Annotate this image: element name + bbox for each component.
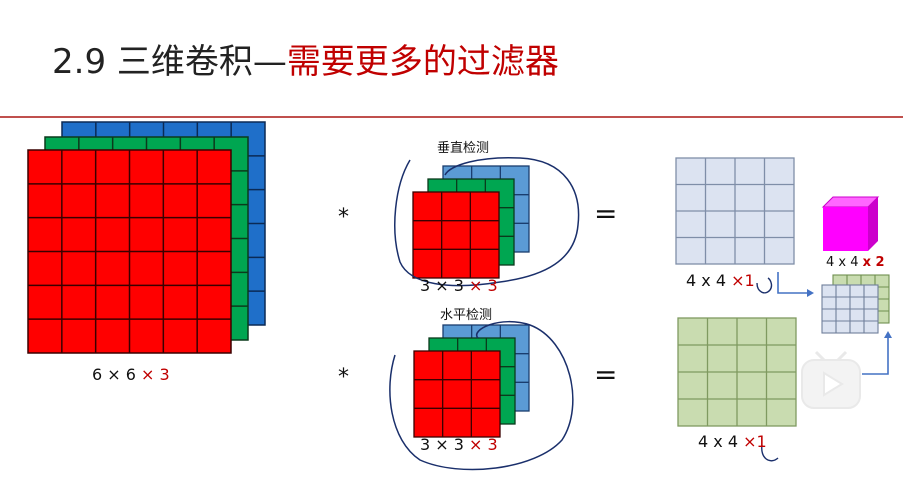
arrow-head-2 [884, 331, 892, 338]
input-label-prefix: 6 × 6 [92, 365, 136, 384]
convolution-operator-2: * [338, 365, 349, 390]
output1-grid [675, 157, 795, 265]
input-dimension-label: 6 × 6 × 3 [92, 365, 170, 384]
input-label-channels: × 3 [141, 365, 170, 384]
input-red-layer [27, 149, 232, 354]
horizontal-filter-dimension-label: 3 × 3 × 3 [420, 435, 498, 454]
title-highlight: 需要更多的过滤器 [286, 42, 559, 82]
arrow-output1-to-stack [777, 272, 807, 294]
title-prefix: 2.9 三维卷积— [52, 42, 287, 82]
vertical-filter-label-channels: × 3 [469, 276, 498, 295]
output1-label-channels: ×1 [731, 271, 755, 290]
grid-layer [27, 121, 890, 438]
stacked-output-dimension-label: 4 x 4 x 2 [826, 255, 885, 270]
horizontal-filter-label-channels: × 3 [469, 435, 498, 454]
stacked-output-front-layer [821, 284, 879, 334]
output2-grid [677, 317, 797, 427]
vertical-filter-red-layer [412, 191, 500, 279]
title-divider [0, 116, 903, 118]
magenta-cube [821, 196, 880, 251]
convolution-operator-1: * [338, 205, 349, 230]
play-watermark-icon [801, 350, 861, 409]
vertical-filter-dimension-label: 3 × 3 × 3 [420, 276, 498, 295]
arrow-head-1 [807, 289, 814, 297]
vertical-filter-label-prefix: 3 × 3 [420, 276, 464, 295]
page-title: 2.9 三维卷积—需要更多的过滤器 [52, 42, 559, 82]
annotation-mark-output2 [761, 444, 779, 462]
output2-label-prefix: 4 x 4 [698, 432, 738, 451]
vertical-detection-caption: 垂直检测 [437, 141, 489, 156]
horizontal-detection-caption: 水平检测 [440, 308, 492, 323]
arrow-output2-to-stack [862, 338, 889, 375]
horizontal-filter-label-prefix: 3 × 3 [420, 435, 464, 454]
annotation-mark-output1 [756, 277, 773, 294]
horizontal-filter-red-layer [413, 350, 501, 438]
output1-label-prefix: 4 x 4 [686, 271, 726, 290]
equals-operator-2: = [594, 358, 617, 391]
stacked-label-prefix: 4 x 4 [826, 255, 859, 270]
stacked-label-channels: x 2 [863, 255, 885, 270]
output2-dimension-label: 4 x 4 ×1 [698, 432, 767, 451]
output2-label-channels: ×1 [743, 432, 767, 451]
annotation-circle-vertical [394, 156, 580, 287]
equals-operator-1: = [594, 197, 617, 230]
annotation-circle-horizontal [389, 320, 574, 471]
output1-dimension-label: 4 x 4 ×1 [686, 271, 755, 290]
